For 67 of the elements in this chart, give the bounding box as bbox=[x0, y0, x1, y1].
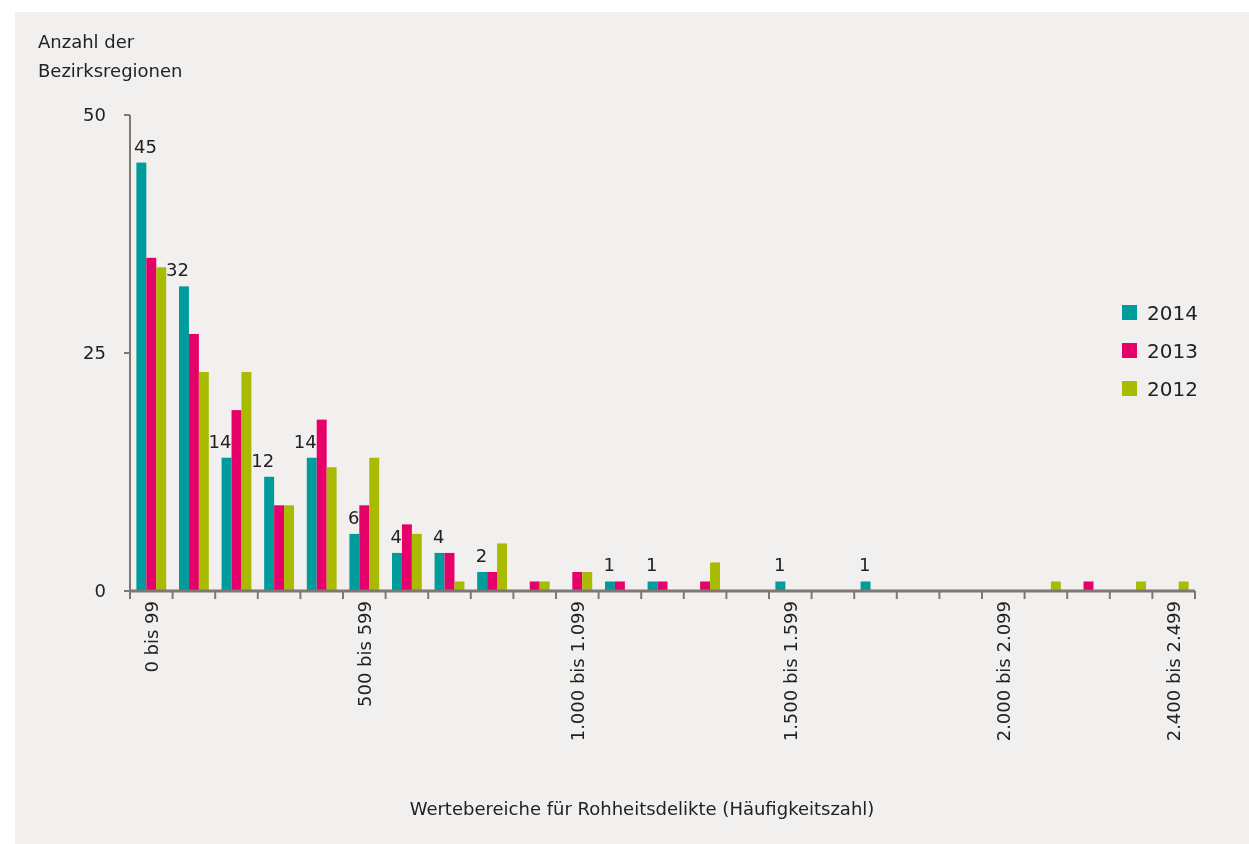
bar bbox=[188, 333, 199, 591]
bar bbox=[700, 581, 711, 591]
x-tick-label: 2.000 bis 2.099 bbox=[992, 601, 1014, 742]
data-label: 4 bbox=[433, 525, 445, 547]
legend-label: 2013 bbox=[1147, 339, 1198, 363]
bar bbox=[326, 467, 337, 591]
bar bbox=[136, 162, 147, 591]
bar bbox=[582, 571, 593, 591]
bar bbox=[369, 457, 380, 591]
bar bbox=[487, 571, 498, 591]
bar bbox=[178, 286, 189, 591]
data-label: 12 bbox=[251, 449, 275, 471]
bar bbox=[284, 505, 295, 591]
bar bbox=[391, 552, 402, 591]
bar bbox=[1178, 581, 1189, 591]
bar bbox=[572, 571, 583, 591]
bar bbox=[231, 410, 242, 591]
legend-label: 2012 bbox=[1147, 377, 1198, 401]
bar bbox=[306, 457, 317, 591]
data-label: 14 bbox=[293, 430, 317, 452]
legend-label: 2014 bbox=[1147, 301, 1198, 325]
x-tick-label: 1.000 bis 1.099 bbox=[566, 601, 588, 742]
bar bbox=[604, 581, 615, 591]
data-label: 1 bbox=[859, 554, 871, 576]
bar bbox=[614, 581, 625, 591]
data-label: 45 bbox=[134, 135, 157, 157]
y-tick-label: 0 bbox=[94, 580, 106, 602]
bar bbox=[221, 457, 232, 591]
y-tick-label: 50 bbox=[83, 104, 106, 126]
bar bbox=[349, 533, 360, 591]
bar bbox=[359, 505, 370, 591]
bar bbox=[529, 581, 540, 591]
bar bbox=[401, 524, 412, 591]
bar bbox=[775, 581, 786, 591]
data-label: 6 bbox=[347, 506, 360, 528]
data-label: 2 bbox=[475, 544, 488, 566]
data-label: 1 bbox=[646, 554, 658, 576]
bar bbox=[274, 505, 285, 591]
bar bbox=[710, 562, 721, 591]
bar bbox=[860, 581, 871, 591]
x-tick-label: 2.400 bis 2.499 bbox=[1163, 601, 1184, 742]
bar bbox=[647, 581, 658, 591]
data-label: 32 bbox=[166, 259, 189, 281]
data-label: 4 bbox=[390, 525, 402, 547]
bar bbox=[1136, 581, 1147, 591]
bar bbox=[146, 257, 157, 591]
x-tick-label: 1.500 bis 1.599 bbox=[779, 601, 801, 742]
data-label: 1 bbox=[773, 554, 786, 576]
x-tick-label: 500 bis 599 bbox=[353, 601, 375, 707]
bar bbox=[198, 372, 209, 591]
bar bbox=[1050, 581, 1061, 591]
x-tick-label: 0 bis 99 bbox=[140, 601, 162, 673]
bar bbox=[156, 267, 167, 591]
bar bbox=[241, 372, 252, 591]
y-tick-label: 25 bbox=[83, 342, 106, 364]
y-axis-title: Anzahl der Bezirksregionen bbox=[38, 31, 183, 81]
data-label: 14 bbox=[208, 430, 232, 452]
data-label: 1 bbox=[603, 554, 615, 576]
bar bbox=[454, 581, 465, 591]
bar bbox=[477, 571, 488, 591]
bar bbox=[497, 543, 508, 591]
bar bbox=[539, 581, 550, 591]
bar bbox=[434, 552, 445, 591]
bar bbox=[411, 533, 422, 591]
bar bbox=[316, 419, 327, 591]
bar bbox=[264, 476, 275, 591]
x-axis-title: Wertebereiche für Rohheitsdelikte (Häufigkeitszahl) bbox=[409, 798, 875, 819]
